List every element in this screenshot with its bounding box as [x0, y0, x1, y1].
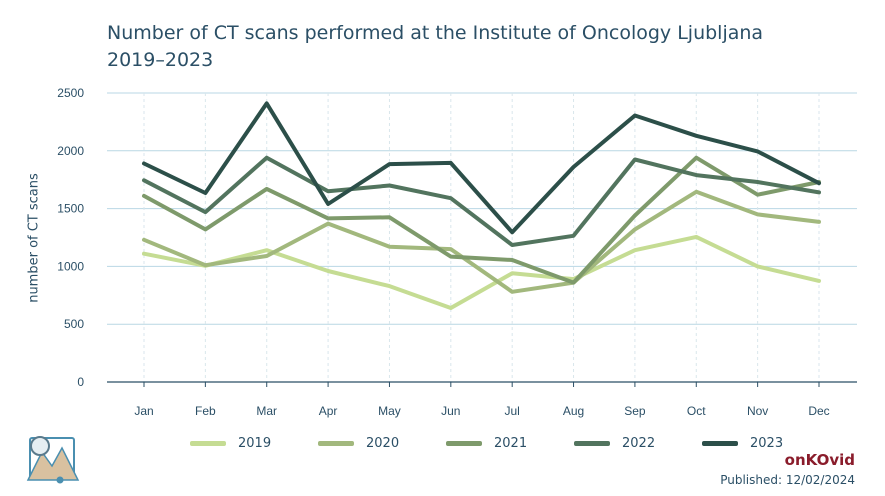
x-tick-label: Nov: [747, 404, 768, 418]
legend-item-2019[interactable]: 2019: [190, 436, 271, 451]
legend-label: 2022: [622, 436, 656, 451]
legend-item-2020[interactable]: 2020: [318, 436, 399, 451]
series-line-2020: [142, 189, 821, 294]
y-tick-label: 1000: [57, 259, 84, 273]
brand-name: onKOvid: [784, 451, 855, 469]
x-tick-label: Feb: [195, 404, 216, 418]
x-tick-label: Dec: [808, 404, 829, 418]
y-tick-label: 500: [64, 317, 84, 331]
line-chart: 0 500 1000 1500 2000 2500 Jan Feb Mar Apr May Jun Ju…: [57, 86, 857, 418]
axes: 0 500 1000 1500 2000 2500 Jan Feb Mar Apr May Jun Ju…: [57, 86, 857, 418]
chart-title: Number of CT scans performed at the Inst…: [107, 20, 763, 74]
x-tick-label: Apr: [319, 404, 338, 418]
x-tick-label: Sep: [624, 404, 646, 418]
grid: [107, 92, 857, 382]
legend-item-2021[interactable]: 2021: [446, 436, 527, 451]
legend-label: 2019: [238, 436, 272, 451]
x-tick-label: Oct: [687, 404, 706, 418]
legend-item-2023[interactable]: 2023: [702, 436, 783, 451]
x-tick-label: Jan: [134, 404, 153, 418]
x-tick-label: Jul: [505, 404, 520, 418]
mountain-landscape-icon: [26, 436, 80, 484]
legend-swatch: [574, 441, 610, 446]
legend-swatch: [446, 441, 482, 446]
y-tick-label: 2500: [57, 86, 84, 100]
series-line-2023: [142, 101, 821, 235]
series-line-2021: [142, 155, 821, 285]
legend: 2019 2020 2021 2022 2023: [0, 436, 885, 458]
legend-swatch: [190, 441, 226, 446]
legend-label: 2023: [750, 436, 784, 451]
y-tick-label: 0: [77, 375, 84, 389]
series-line-2022: [142, 155, 821, 247]
x-tick-label: Mar: [256, 404, 277, 418]
chart-title-line-1: Number of CT scans performed at the Inst…: [107, 22, 764, 44]
legend-swatch: [318, 441, 354, 446]
x-tick-label: Jun: [441, 404, 460, 418]
legend-label: 2021: [494, 436, 528, 451]
x-tick-label: May: [378, 404, 401, 418]
chart-title-line-2: 2019–2023: [107, 49, 214, 71]
legend-label: 2020: [366, 436, 400, 451]
x-tick-label: Aug: [563, 404, 584, 418]
y-tick-label: 1500: [57, 202, 84, 216]
series-line-2019: [142, 234, 821, 310]
series-lines: [142, 101, 821, 310]
y-tick-label: 2000: [57, 144, 84, 158]
legend-item-2022[interactable]: 2022: [574, 436, 655, 451]
published-date: Published: 12/02/2024: [720, 473, 855, 487]
legend-swatch: [702, 441, 738, 446]
